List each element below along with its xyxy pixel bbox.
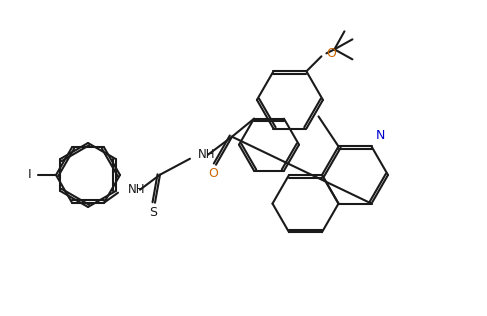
Text: S: S	[149, 206, 157, 219]
Text: NH: NH	[128, 183, 146, 196]
Text: N: N	[375, 130, 385, 143]
Text: NH: NH	[198, 148, 216, 161]
Text: I: I	[28, 168, 32, 181]
Text: O: O	[208, 167, 218, 180]
Text: O: O	[326, 47, 337, 60]
